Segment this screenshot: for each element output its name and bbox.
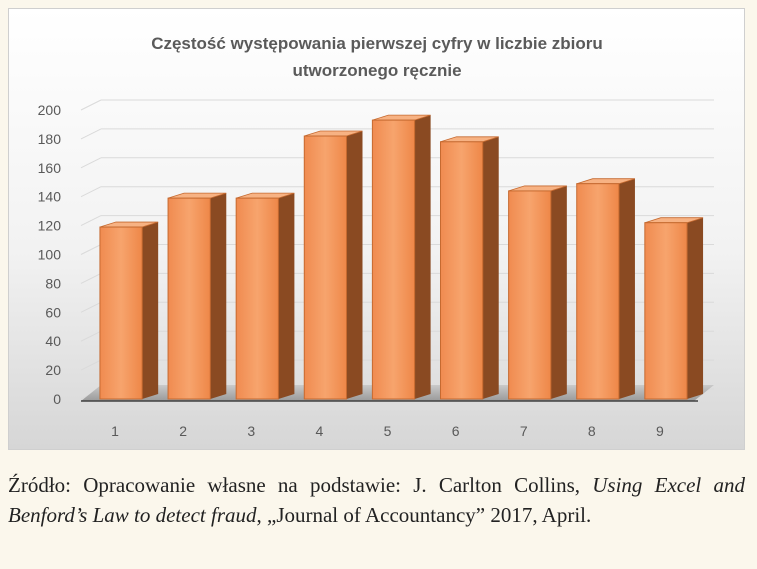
y-tick-label: 80 — [45, 275, 61, 291]
bar-6 — [439, 136, 499, 400]
bar-5 — [371, 114, 431, 400]
x-tick-label: 3 — [247, 423, 255, 439]
gridline-diagonal — [80, 272, 102, 284]
chart-panel: Częstość występowania pierwszej cyfry w … — [8, 8, 745, 450]
x-tick-label: 4 — [315, 423, 323, 439]
y-tick-label: 180 — [38, 131, 62, 147]
bar-front — [99, 226, 143, 400]
bars — [99, 114, 704, 400]
y-tick-label: 0 — [53, 391, 61, 407]
source-caption: Źródło: Opracowanie własne na podstawie:… — [8, 470, 745, 530]
x-tick-label: 7 — [520, 423, 528, 439]
gridline-diagonal — [80, 99, 102, 111]
y-tick-label: 200 — [38, 102, 62, 118]
bar-3 — [235, 192, 295, 400]
bar-side — [210, 193, 227, 399]
y-tick-label: 140 — [38, 189, 62, 205]
x-tick-label: 1 — [111, 423, 119, 439]
caption-prefix: Źródło: Opracowanie własne na podstawie:… — [8, 473, 593, 497]
gridline-diagonal — [80, 301, 102, 313]
bar-side — [278, 193, 295, 399]
x-tick-label: 9 — [656, 423, 664, 439]
bar-4 — [303, 130, 363, 400]
bar-side — [550, 185, 567, 399]
y-tick-label: 60 — [45, 304, 61, 320]
chart-title-line-2: utworzonego ręcznie — [292, 61, 461, 80]
bar-side — [482, 136, 499, 399]
x-tick-label: 2 — [179, 423, 187, 439]
y-tick-label: 40 — [45, 333, 61, 349]
y-tick-label: 120 — [38, 218, 62, 234]
gridline-diagonal — [80, 359, 102, 371]
x-tick-label: 8 — [588, 423, 596, 439]
y-axis-ticks: 0 20 40 60 80 100 120 140 160 180 200 — [38, 102, 62, 407]
bar-side — [618, 178, 635, 399]
bar-front — [303, 135, 348, 400]
bar-8 — [576, 178, 636, 400]
bar-front — [508, 190, 552, 400]
gridline-diagonal — [80, 186, 102, 198]
bar-front — [371, 119, 416, 400]
bar-1 — [99, 221, 159, 400]
bar-side — [414, 115, 431, 400]
gridline-diagonal — [80, 215, 102, 227]
gridline-diagonal — [80, 157, 102, 169]
gridline-diagonal — [80, 330, 102, 342]
x-tick-label: 6 — [452, 423, 460, 439]
bar-front — [576, 183, 620, 400]
bar-front — [235, 197, 279, 400]
y-tick-label: 20 — [45, 362, 61, 378]
caption-italic-title: Using Excel and Benford’s Law to detect … — [8, 473, 745, 527]
x-axis-ticks: 1 2 3 4 5 6 7 8 9 — [111, 423, 664, 439]
bar-side — [346, 131, 363, 399]
bar-chart: Częstość występowania pierwszej cyfry w … — [38, 34, 714, 439]
bar-side — [142, 222, 159, 399]
x-tick-label: 5 — [384, 423, 392, 439]
gridline-diagonal — [80, 128, 102, 140]
bar-2 — [167, 192, 227, 400]
caption-suffix: , „Journal of Accountancy” 2017, April. — [256, 503, 592, 527]
y-tick-label: 160 — [38, 160, 62, 176]
bar-front — [167, 197, 211, 400]
chart-title-line-1: Częstość występowania pierwszej cyfry w … — [151, 34, 603, 53]
bar-9 — [644, 217, 704, 400]
bar-front — [439, 141, 484, 400]
y-tick-label: 100 — [38, 247, 62, 263]
bar-front — [644, 222, 688, 400]
bar-7 — [508, 185, 567, 400]
gridline-diagonal — [80, 244, 102, 255]
bar-side — [687, 217, 704, 399]
